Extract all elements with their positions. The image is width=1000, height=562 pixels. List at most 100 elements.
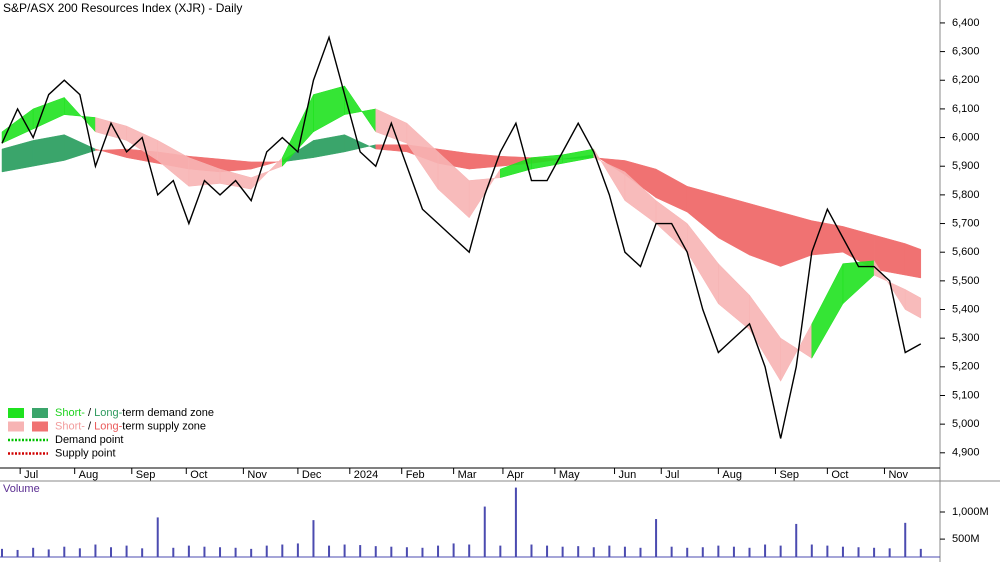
x-tick-label: Aug (722, 469, 742, 481)
x-tick-label: Jul (665, 469, 679, 481)
volume-bar (639, 547, 642, 557)
x-tick-label: Oct (190, 469, 207, 481)
legend-swatch (8, 408, 24, 418)
short-term-zone (904, 289, 922, 319)
volume-bar (732, 546, 735, 557)
legend-text: Long- (94, 420, 122, 432)
volume-bar (514, 487, 517, 557)
volume-bar (125, 545, 128, 557)
volume-bar (748, 547, 751, 557)
legend-text: Demand point (55, 434, 124, 446)
x-tick-label: Aug (79, 469, 99, 481)
y-tick-label: 5,400 (952, 303, 980, 315)
volume-title: Volume (3, 483, 40, 495)
x-tick-label: Jul (24, 469, 38, 481)
y-tick-label: 5,800 (952, 189, 980, 201)
volume-bar (250, 548, 253, 557)
volume-bar (826, 545, 829, 557)
x-tick-label: 2024 (354, 469, 378, 481)
volume-bar (156, 517, 159, 557)
volume-bar (499, 545, 502, 557)
volume-bar (919, 548, 922, 557)
volume-bar (343, 544, 346, 557)
volume-bar (670, 546, 673, 557)
x-tick-label: Sep (779, 469, 799, 481)
legend-label: Demand point (55, 434, 124, 446)
volume-bar (16, 549, 19, 557)
y-tick-label: 6,000 (952, 131, 980, 143)
long-term-zone (32, 134, 65, 167)
volume-bar (561, 546, 564, 557)
price-line (1, 34, 922, 439)
volume-bar (577, 546, 580, 557)
volume-bar (281, 544, 284, 557)
volume-bar (390, 546, 393, 557)
y-tick-label: 5,000 (952, 418, 980, 430)
x-tick-label: Nov (247, 469, 267, 481)
y-tick-label: 5,100 (952, 389, 980, 401)
volume-bar (764, 544, 767, 557)
volume-bar (405, 547, 408, 557)
volume-bar (296, 543, 299, 557)
long-term-zone (904, 243, 922, 279)
y-tick-label: 500M (952, 533, 980, 545)
y-tick-label: 6,300 (952, 45, 980, 57)
volume-bar (717, 545, 720, 557)
legend-text: / (85, 420, 94, 432)
volume-bar (359, 545, 362, 557)
volume-bar (857, 547, 860, 557)
x-tick-label: Dec (302, 469, 322, 481)
volume-bar (452, 543, 455, 557)
volume-bar (47, 549, 50, 557)
legend-text: term supply zone (122, 420, 206, 432)
legend-text: Long- (94, 407, 122, 419)
y-tick-label: 5,600 (952, 246, 980, 258)
volume-bar (219, 547, 222, 557)
y-tick-label: 6,100 (952, 103, 980, 115)
volume-bar (32, 547, 35, 557)
volume-bar (546, 545, 549, 557)
volume-bar (203, 546, 206, 557)
legend-swatch (8, 421, 24, 432)
legend-text: Supply point (55, 447, 116, 459)
volume-bar (841, 546, 844, 557)
volume-bar (483, 506, 486, 557)
y-tick-label: 4,900 (952, 447, 980, 459)
legend-text: / (85, 407, 94, 419)
volume-bar (63, 546, 66, 557)
volume-bar (530, 544, 533, 557)
volume-bar (187, 545, 190, 557)
legend-label: Short- / Long-term demand zone (55, 407, 214, 419)
y-tick-label: 5,700 (952, 217, 980, 229)
y-tick-label: 5,500 (952, 275, 980, 287)
x-tick-label: Nov (888, 469, 908, 481)
x-tick-label: Feb (406, 469, 425, 481)
volume-bar (312, 520, 315, 557)
y-tick-label: 5,200 (952, 361, 980, 373)
volume-bar (1, 548, 3, 557)
legend-label: Short- / Long-term supply zone (55, 420, 206, 432)
y-tick-label: 1,000M (952, 506, 989, 518)
volume-bar (592, 547, 595, 557)
y-tick-label: 5,900 (952, 160, 980, 172)
volume-bar (421, 547, 424, 557)
x-tick-label: Jun (619, 469, 637, 481)
volume-bar (888, 548, 891, 557)
legend-swatch (32, 421, 48, 432)
volume-bar (795, 523, 798, 557)
volume-bar (779, 545, 782, 557)
volume-bar (234, 547, 237, 557)
y-tick-label: 5,300 (952, 332, 980, 344)
volume-bar (328, 545, 331, 557)
volume-bar (623, 546, 626, 557)
x-tick-label: May (559, 469, 580, 481)
volume-bar (655, 519, 658, 557)
x-tick-label: Apr (507, 469, 524, 481)
volume-bar (172, 547, 175, 557)
legend-text: term demand zone (122, 407, 214, 419)
volume-bar (701, 547, 704, 557)
volume-bar (873, 547, 876, 557)
x-tick-label: Oct (831, 469, 848, 481)
volume-bar (686, 547, 689, 557)
x-tick-label: Sep (136, 469, 156, 481)
